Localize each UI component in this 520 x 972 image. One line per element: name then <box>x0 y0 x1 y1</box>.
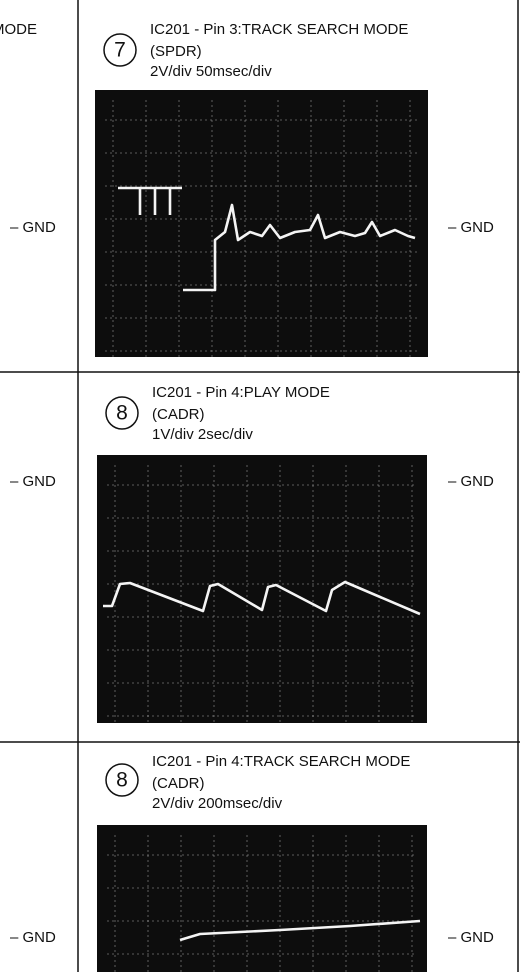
scope-screen <box>97 825 427 972</box>
panel-title: IC201 - Pin 3:TRACK SEARCH MODE <box>150 21 408 38</box>
gnd-label: – GND <box>448 473 494 490</box>
panel-signal: (SPDR) <box>150 43 202 60</box>
panel-scale: 2V/div 200msec/div <box>152 795 283 812</box>
panel-number: 8 <box>116 769 128 792</box>
panel-scale: 1V/div 2sec/div <box>152 426 253 443</box>
panel-signal: (CADR) <box>152 406 205 423</box>
panel-number: 7 <box>114 39 126 62</box>
scope-screen <box>97 455 427 723</box>
panel-title: IC201 - Pin 4:TRACK SEARCH MODE <box>152 753 410 770</box>
waveform <box>118 186 416 292</box>
number-circle <box>105 763 139 797</box>
gnd-label: – GND <box>10 473 56 490</box>
gnd-label: – GND <box>10 219 56 236</box>
number-circle <box>103 33 137 67</box>
scope-screen <box>95 90 428 357</box>
mode-text: MODE <box>0 21 37 38</box>
scope-grid <box>107 465 417 723</box>
panel-scale: 2V/div 50msec/div <box>150 63 272 80</box>
panel-signal: (CADR) <box>152 775 205 792</box>
gnd-label: – GND <box>448 929 494 946</box>
scope-grid <box>107 835 417 972</box>
gnd-label: – GND <box>10 929 56 946</box>
waveform <box>103 580 421 616</box>
waveform <box>179 919 421 942</box>
number-circle <box>105 396 139 430</box>
gnd-label: – GND <box>448 219 494 236</box>
panel-title: IC201 - Pin 4:PLAY MODE <box>152 384 330 401</box>
scope-grid <box>105 100 418 357</box>
panel-number: 8 <box>116 402 128 425</box>
